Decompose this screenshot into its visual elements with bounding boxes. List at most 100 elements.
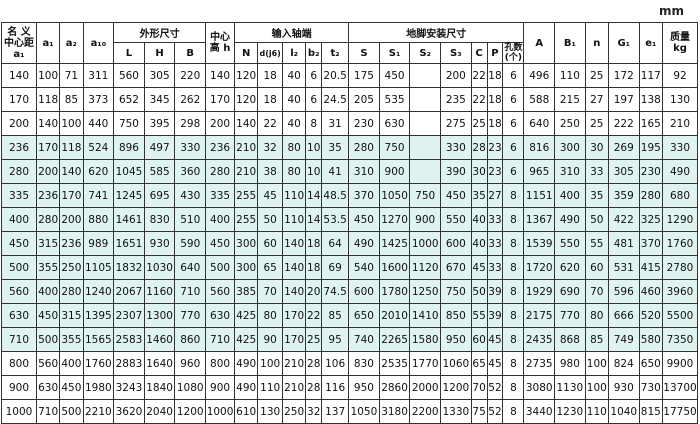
table-cell: 52 (486, 375, 504, 400)
table-cell: 236 (205, 135, 236, 160)
table-cell: 1270 (378, 207, 411, 232)
group-header: 外形尺寸 (113, 22, 207, 43)
table-cell: 1410 (409, 303, 442, 328)
table-cell: 110 (554, 63, 586, 88)
table-cell: 670 (440, 255, 472, 280)
table-cell: 64 (321, 231, 350, 256)
table-cell: 1651 (113, 231, 145, 256)
table-cell: 650 (348, 303, 380, 328)
table-cell: 280 (59, 279, 84, 304)
table-cell: 8 (502, 327, 525, 352)
table-cell: 53.5 (321, 207, 350, 232)
table-cell: 2780 (662, 255, 698, 280)
table-cell: 31 (321, 111, 350, 136)
column-header: 中心高 h (205, 22, 236, 64)
table-cell: 300 (234, 255, 259, 280)
group-header: 地脚安装尺寸 (348, 22, 525, 43)
table-cell: 8 (502, 399, 525, 424)
table-cell: 1050 (378, 183, 411, 208)
table-cell: 100 (35, 63, 61, 88)
table-cell: 40 (282, 63, 307, 88)
table-cell: 120 (234, 63, 259, 88)
table-body: 140 100 71 311 560 305 220 140 120 18 40 6 20.5 175 45… (1, 63, 698, 424)
table-cell: 1030 (143, 255, 176, 280)
table-cell: 1060 (440, 351, 472, 376)
table-cell: 695 (143, 183, 176, 208)
table-cell: 400 (1, 207, 37, 232)
table-cell: 280 (348, 135, 380, 160)
table-cell: 33 (486, 207, 504, 232)
table-cell: 165 (638, 111, 664, 136)
table-cell: 28 (305, 351, 323, 376)
table-cell: 85 (59, 87, 84, 112)
table-cell: 140 (1, 63, 37, 88)
column-header: t₂ (321, 42, 350, 64)
table-cell: 741 (82, 183, 115, 208)
table-cell: 210 (282, 351, 307, 376)
table-cell: 3440 (523, 399, 556, 424)
table-cell: 100 (257, 351, 284, 376)
table-cell: 1330 (440, 399, 472, 424)
table-cell: 100 (59, 111, 84, 136)
table-cell: 740 (348, 327, 380, 352)
table-cell: 850 (440, 303, 472, 328)
table-row: 630 450 315 1395 2307 1300 770 630 425 80 170 22 85 6… (1, 303, 698, 328)
table-cell: 170 (1, 87, 37, 112)
table-cell: 6 (502, 63, 525, 88)
table-cell: 280 (1, 159, 37, 184)
table-cell: 980 (554, 351, 586, 376)
table-cell: 210 (234, 135, 259, 160)
table-cell (409, 87, 442, 112)
table-cell: 117 (638, 63, 664, 88)
table-cell: 65 (470, 351, 488, 376)
table-cell: 690 (554, 279, 586, 304)
table-cell: 170 (282, 303, 307, 328)
table-cell: 200 (59, 207, 84, 232)
table-cell: 1290 (662, 207, 698, 232)
table-cell: 1367 (523, 207, 556, 232)
table-cell: 48.5 (321, 183, 350, 208)
table-row: 280 200 140 620 1045 585 360 280 210 38 80 10 41 310 9… (1, 159, 698, 184)
table-cell: 110 (257, 375, 284, 400)
table-cell: 27 (584, 87, 609, 112)
column-header: P (486, 42, 504, 64)
table-cell: 3620 (113, 399, 145, 424)
table-cell: 600 (440, 231, 472, 256)
table-cell: 652 (113, 87, 145, 112)
table-cell: 33 (486, 255, 504, 280)
table-cell: 1760 (662, 231, 698, 256)
table-cell: 40 (282, 87, 307, 112)
table-cell: 80 (282, 159, 307, 184)
table-cell: 45 (486, 327, 504, 352)
table-cell (409, 111, 442, 136)
table-cell: 710 (205, 327, 236, 352)
table-cell: 749 (607, 327, 640, 352)
table-cell: 596 (607, 279, 640, 304)
table-cell: 280 (638, 183, 664, 208)
table-cell: 18 (257, 87, 284, 112)
table-cell: 95 (321, 327, 350, 352)
table-cell: 1040 (607, 399, 640, 424)
table-cell: 255 (234, 207, 259, 232)
table-cell: 140 (205, 63, 236, 88)
table-cell: 450 (378, 63, 411, 88)
table-cell: 1045 (113, 159, 145, 184)
table-cell: 110 (584, 399, 609, 424)
table-cell: 600 (348, 279, 380, 304)
table-cell: 250 (554, 111, 586, 136)
table-cell: 930 (607, 375, 640, 400)
table-cell: 1230 (554, 399, 586, 424)
table-cell: 800 (1, 351, 37, 376)
table-cell: 497 (143, 135, 176, 160)
table-cell: 262 (174, 87, 207, 112)
table-cell: 3243 (113, 375, 145, 400)
table-cell: 750 (378, 135, 411, 160)
table-cell: 450 (348, 207, 380, 232)
table-cell: 335 (205, 183, 236, 208)
table-cell: 385 (234, 279, 259, 304)
table-cell: 640 (174, 255, 207, 280)
table-cell: 6 (502, 111, 525, 136)
table-cell: 450 (205, 231, 236, 256)
table-cell: 1929 (523, 279, 556, 304)
column-header: S₁ (378, 42, 411, 64)
